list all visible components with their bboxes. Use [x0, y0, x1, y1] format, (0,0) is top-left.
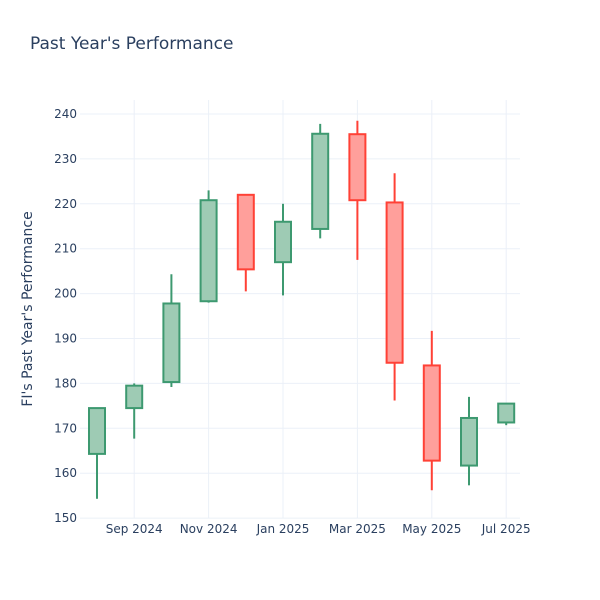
y-tick-label: 180 [54, 376, 77, 390]
candle-body [274, 220, 292, 264]
candle-may-2025 [422, 330, 441, 491]
y-tick-label: 200 [54, 287, 77, 301]
x-tick-label: Sep 2024 [106, 522, 163, 536]
candles [88, 120, 516, 499]
candle-apr-2025 [385, 173, 404, 401]
candle-mar-2025 [348, 120, 367, 260]
y-tick-label: 240 [54, 107, 77, 121]
candle-dec-2024 [236, 193, 255, 292]
candle-aug-2024 [88, 407, 106, 499]
candle-body [422, 364, 441, 462]
grid [80, 100, 520, 519]
x-tick-label: Nov 2024 [180, 522, 238, 536]
x-tick-label: Mar 2025 [329, 522, 386, 536]
y-tick-label: 160 [54, 466, 77, 480]
candle-body [497, 402, 516, 424]
y-tick-label: 220 [54, 197, 77, 211]
x-tick-label: Jul 2025 [481, 522, 531, 536]
x-tick-label: May 2025 [402, 522, 461, 536]
candle-nov-2024 [199, 190, 218, 303]
candle-oct-2024 [162, 274, 181, 387]
candle-body [311, 132, 330, 230]
candle-body [199, 199, 218, 303]
candle-feb-2025 [311, 123, 330, 239]
chart-title: Past Year's Performance [30, 34, 234, 54]
candle-jan-2025 [274, 203, 292, 296]
candle-body [236, 193, 255, 271]
y-tick-label: 170 [54, 421, 77, 435]
y-tick-label: 210 [54, 242, 77, 256]
candle-body [348, 133, 367, 202]
candle-body [162, 302, 181, 384]
x-tick-label: Jan 2025 [256, 522, 310, 536]
axes: 150 160 170 180 190 200 210 220 230 240 Sep 2024 No… [54, 107, 531, 536]
y-tick-label: 150 [54, 511, 77, 525]
y-axis-label: FI's Past Year's Performance [20, 211, 36, 406]
candle-body [460, 416, 478, 467]
candle-sep-2024 [125, 383, 144, 439]
candle-jul-2025 [497, 402, 516, 426]
candle-jun-2025 [460, 396, 478, 486]
candle-body [385, 201, 404, 364]
candle-body [88, 407, 106, 455]
y-tick-label: 190 [54, 332, 77, 346]
y-tick-label: 230 [54, 152, 77, 166]
candle-body [125, 384, 144, 410]
